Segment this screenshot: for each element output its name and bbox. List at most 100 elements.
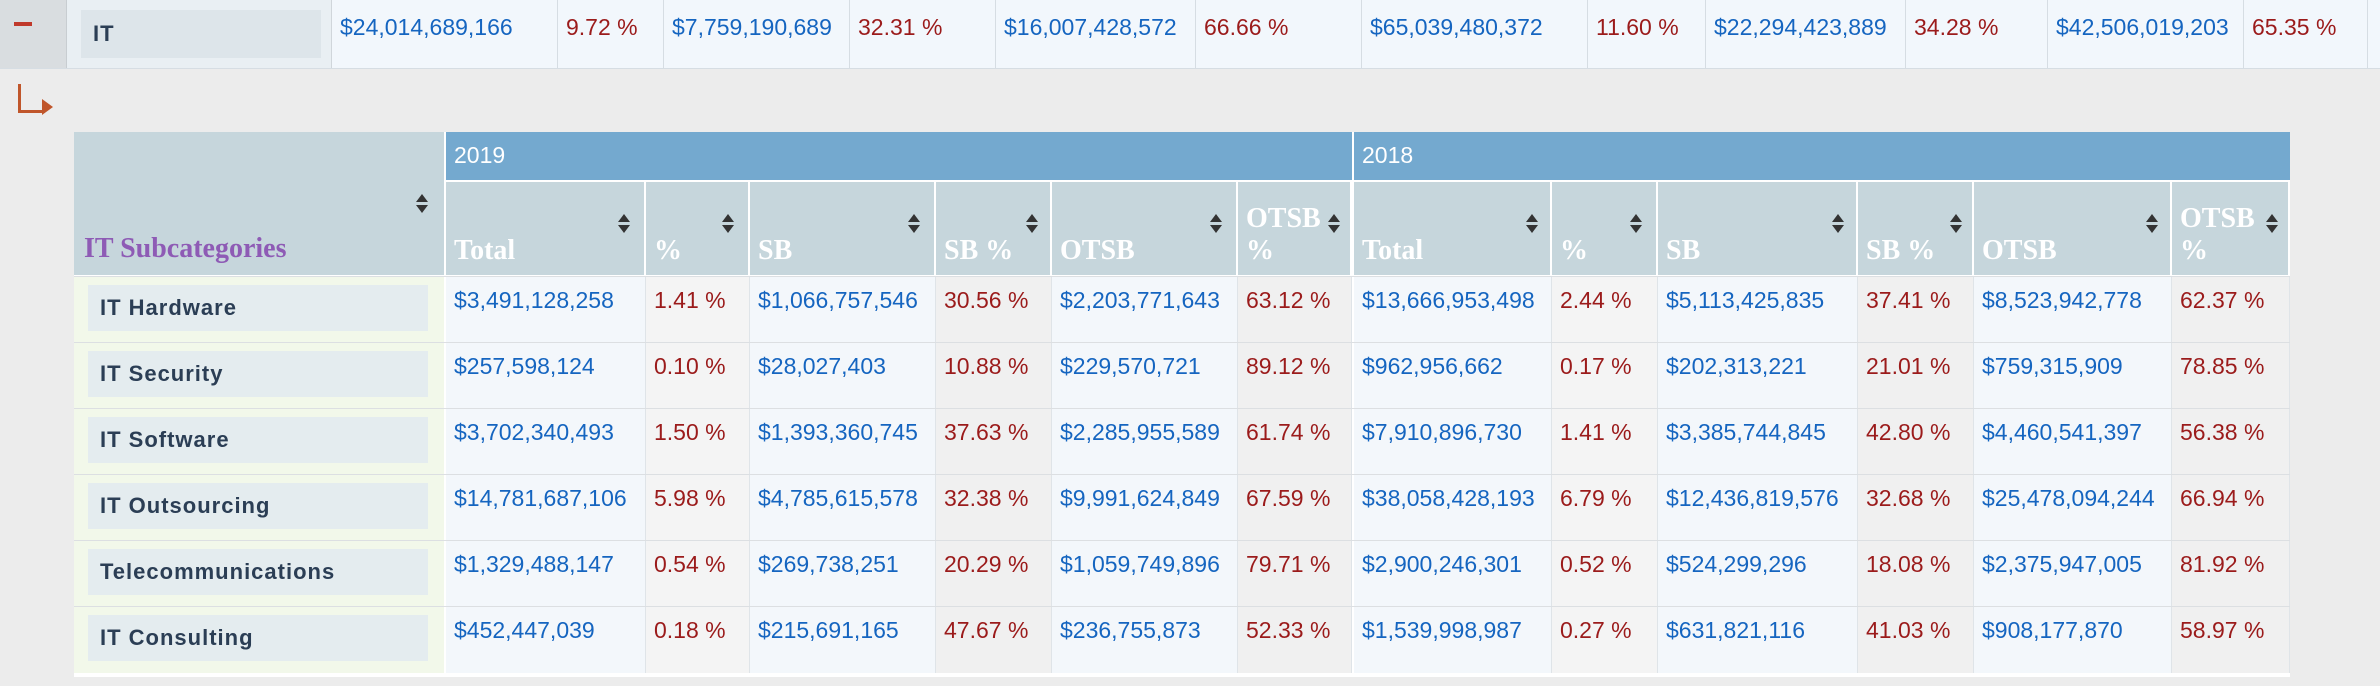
col-header-sb-pct-2019[interactable]: SB % [936, 182, 1052, 275]
row-category-cell: IT Software [74, 409, 446, 475]
row-category-cell: IT Outsourcing [74, 475, 446, 541]
cell-otsb-pct-2019: 89.12 % [1238, 343, 1352, 409]
cell-otsb-pct-2018: 78.85 % [2172, 343, 2290, 409]
sort-icon[interactable] [2266, 214, 2278, 234]
row-category-label[interactable]: Telecommunications [88, 549, 428, 595]
sort-icon[interactable] [618, 214, 630, 234]
table-row: IT Hardware $3,491,128,258 1.41 % $1,066,75… [74, 276, 2290, 343]
cell-total-2019: $14,781,687,106 [446, 475, 646, 541]
cell-otsb-2019: $9,991,624,849 [1052, 475, 1238, 541]
col-header-otsb-2019[interactable]: OTSB [1052, 182, 1238, 275]
top-otsb-pct-2019: 66.66 % [1196, 0, 1362, 68]
cell-pct-2019: 1.50 % [646, 409, 750, 475]
cell-sb-pct-2019: 47.67 % [936, 607, 1052, 673]
row-category-label[interactable]: IT Security [88, 351, 428, 397]
sort-icon[interactable] [1526, 214, 1538, 234]
top-sb-pct-2018: 34.28 % [1906, 0, 2048, 68]
cell-pct-2018: 6.79 % [1552, 475, 1658, 541]
cell-sb-2018: $12,436,819,576 [1658, 475, 1858, 541]
row-category-label[interactable]: IT Software [88, 417, 428, 463]
it-category-row: IT $24,014,689,166 9.72 % $7,759,190,689… [0, 0, 2380, 69]
cell-sb-pct-2019: 10.88 % [936, 343, 1052, 409]
col-header-pct-2019[interactable]: % [646, 182, 750, 275]
arrow-head-icon [42, 99, 53, 115]
cell-otsb-2019: $2,203,771,643 [1052, 277, 1238, 343]
cell-sb-2019: $215,691,165 [750, 607, 936, 673]
cell-otsb-2018: $25,478,094,244 [1974, 475, 2172, 541]
cell-sb-2019: $1,066,757,546 [750, 277, 936, 343]
cell-otsb-2019: $1,059,749,896 [1052, 541, 1238, 607]
cell-total-2019: $1,329,488,147 [446, 541, 646, 607]
cell-otsb-pct-2019: 52.33 % [1238, 607, 1352, 673]
cell-total-2018: $7,910,896,730 [1354, 409, 1552, 475]
collapse-button[interactable] [0, 0, 67, 68]
category-label[interactable]: IT [81, 10, 321, 58]
sort-icon[interactable] [908, 214, 920, 234]
cell-total-2018: $38,058,428,193 [1354, 475, 1552, 541]
cell-sb-pct-2018: 42.80 % [1858, 409, 1974, 475]
cell-pct-2019: 0.54 % [646, 541, 750, 607]
col-header-total-2018[interactable]: Total [1354, 182, 1552, 275]
cell-pct-2018: 0.52 % [1552, 541, 1658, 607]
category-cell: IT [67, 0, 332, 68]
sort-icon[interactable] [1026, 214, 1038, 234]
row-category-label[interactable]: IT Outsourcing [88, 483, 428, 529]
row-category-cell: IT Hardware [74, 277, 446, 343]
col-header-label: OTSB [1060, 235, 1135, 266]
col-header-pct-2018[interactable]: % [1552, 182, 1658, 275]
cell-sb-2019: $4,785,615,578 [750, 475, 936, 541]
subcategory-header[interactable]: IT Subcategories [74, 132, 446, 275]
col-header-sb-pct-2018[interactable]: SB % [1858, 182, 1974, 275]
sort-icon[interactable] [1950, 214, 1962, 234]
cell-otsb-pct-2018: 58.97 % [2172, 607, 2290, 673]
col-header-otsb-2018[interactable]: OTSB [1974, 182, 2172, 275]
sort-icon[interactable] [1210, 214, 1222, 234]
table-row: IT Software $3,702,340,493 1.50 % $1,393,36… [74, 408, 2290, 475]
cell-total-2019: $3,491,128,258 [446, 277, 646, 343]
row-category-label[interactable]: IT Hardware [88, 285, 428, 331]
col-header-sb-2019[interactable]: SB [750, 182, 936, 275]
cell-sb-pct-2019: 37.63 % [936, 409, 1052, 475]
sort-icon[interactable] [1328, 214, 1340, 234]
cell-otsb-2019: $2,285,955,589 [1052, 409, 1238, 475]
sort-icon[interactable] [416, 194, 428, 214]
year-header-2019: 2019 [446, 132, 1352, 180]
cell-sb-pct-2019: 20.29 % [936, 541, 1052, 607]
expand-arrow-icon [18, 84, 45, 113]
cell-sb-pct-2018: 18.08 % [1858, 541, 1974, 607]
sort-icon[interactable] [1630, 214, 1642, 234]
col-header-label: % [1560, 235, 1588, 266]
sort-icon[interactable] [1832, 214, 1844, 234]
table-row: IT Consulting $452,447,039 0.18 % $215,691,… [74, 606, 2290, 673]
top-sb-2019: $7,759,190,689 [664, 0, 850, 68]
top-otsb-pct-2018: 65.35 % [2244, 0, 2368, 68]
col-header-label: OTSB % [1246, 203, 1321, 266]
top-pct-2019: 9.72 % [558, 0, 664, 68]
top-sb-pct-2019: 32.31 % [850, 0, 996, 68]
cell-total-2018: $962,956,662 [1354, 343, 1552, 409]
sort-icon[interactable] [2146, 214, 2158, 234]
col-header-label: % [654, 235, 682, 266]
cell-sb-2018: $631,821,116 [1658, 607, 1858, 673]
col-header-sb-2018[interactable]: SB [1658, 182, 1858, 275]
sort-icon[interactable] [722, 214, 734, 234]
col-header-otsb-pct-2019[interactable]: OTSB % [1238, 182, 1352, 275]
top-otsb-2018: $42,506,019,203 [2048, 0, 2244, 68]
cell-sb-pct-2019: 32.38 % [936, 475, 1052, 541]
row-category-label[interactable]: IT Consulting [88, 615, 428, 661]
cell-pct-2018: 1.41 % [1552, 409, 1658, 475]
top-total-2019: $24,014,689,166 [332, 0, 558, 68]
cell-pct-2018: 0.17 % [1552, 343, 1658, 409]
cell-otsb-pct-2018: 66.94 % [2172, 475, 2290, 541]
col-header-label: Total [454, 235, 516, 266]
cell-sb-2018: $202,313,221 [1658, 343, 1858, 409]
cell-sb-2019: $269,738,251 [750, 541, 936, 607]
minus-icon [14, 22, 32, 26]
col-header-total-2019[interactable]: Total [446, 182, 646, 275]
cell-total-2018: $13,666,953,498 [1354, 277, 1552, 343]
cell-otsb-2019: $229,570,721 [1052, 343, 1238, 409]
col-header-otsb-pct-2018[interactable]: OTSB % [2172, 182, 2290, 275]
cell-pct-2019: 0.18 % [646, 607, 750, 673]
cell-otsb-pct-2019: 63.12 % [1238, 277, 1352, 343]
col-header-label: Total [1362, 235, 1424, 266]
